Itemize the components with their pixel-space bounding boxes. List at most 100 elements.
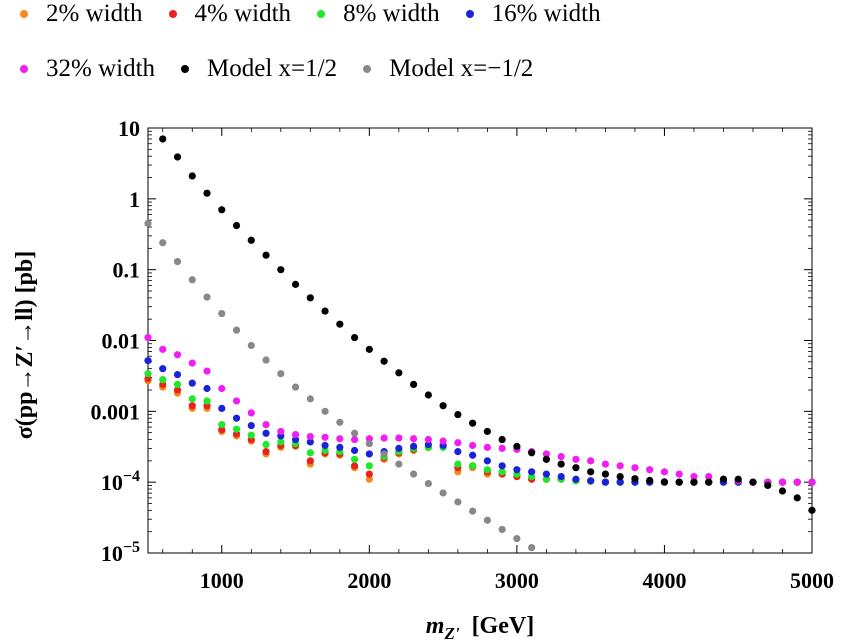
x-axis-ticks: 1000 2000 3000 4000 5000 (200, 128, 834, 593)
data-point-series-6 (173, 257, 182, 266)
data-point-series-4 (439, 437, 447, 445)
data-point-series-2 (232, 425, 241, 433)
data-point-series-4 (173, 351, 182, 359)
data-point-series-4 (247, 409, 255, 417)
data-point-series-6 (528, 544, 536, 552)
data-point-series-5 (601, 470, 610, 478)
data-point-series-1 (188, 402, 196, 410)
data-point-series-2 (454, 460, 462, 468)
x-tick-label: 1000 (200, 568, 244, 593)
data-point-series-3 (262, 429, 270, 437)
y-tick-label: 10−5 (101, 539, 140, 566)
x-tick-label: 5000 (790, 568, 834, 593)
data-point-series-4 (380, 434, 388, 442)
data-point-series-2 (350, 455, 359, 463)
data-point-series-4 (159, 345, 167, 353)
data-point-series-3 (232, 414, 241, 422)
y-axis-label: σ(pp→Z′→ll) [pb] (12, 251, 38, 440)
data-point-series-1 (218, 426, 226, 434)
data-point-series-2 (306, 449, 314, 457)
data-point-series-3 (572, 475, 580, 483)
x-axis-label: mZ' [GeV] (426, 613, 534, 640)
data-point-series-5 (646, 476, 654, 484)
data-point-series-5 (631, 475, 639, 483)
data-point-series-6 (321, 407, 329, 415)
data-point-series-4 (808, 478, 816, 486)
legend-marker-model-minus (363, 65, 372, 73)
data-point-series-3 (395, 444, 403, 452)
data-point-series-6 (247, 341, 255, 350)
data-point-series-3 (336, 443, 344, 451)
data-point-series-5 (719, 475, 728, 483)
data-point-series-3 (454, 448, 462, 456)
data-point-series-5 (188, 172, 196, 180)
data-point-series-3 (410, 442, 418, 450)
legend-item-model-plus: Model x=1/2 (181, 55, 337, 83)
data-point-series-4 (616, 462, 624, 470)
data-point-series-4 (321, 433, 329, 441)
legend-label-4pct: 4% width (194, 0, 292, 27)
legend-marker-2pct (20, 10, 28, 18)
data-point-series-5 (542, 455, 551, 463)
legend-label-16pct: 16% width (491, 0, 601, 27)
data-point-series-1 (306, 457, 314, 465)
data-point-series-5 (690, 478, 698, 486)
legend-item-16pct: 16% width (465, 0, 601, 28)
data-point-series-3 (424, 440, 432, 449)
legend-row-1: 2% width 4% width 8% width 16% width (20, 0, 627, 28)
data-point-series-5 (705, 478, 713, 486)
legend-label-model-plus: Model x=1/2 (207, 55, 338, 82)
data-point-series-5 (218, 206, 226, 214)
data-point-series-3 (218, 404, 226, 413)
data-point-series-3 (513, 466, 521, 474)
x-tick-label: 4000 (642, 568, 686, 593)
data-point-series-6 (454, 498, 462, 506)
data-point-series-6 (203, 293, 211, 301)
data-point-series-4 (144, 333, 152, 342)
x-tick-label: 2000 (347, 568, 391, 593)
data-point-series-4 (203, 367, 211, 375)
data-point-series-6 (513, 534, 521, 543)
data-point-series-5 (439, 402, 447, 410)
data-point-series-3 (203, 384, 211, 393)
data-point-series-2 (247, 431, 255, 439)
data-point-series-3 (542, 470, 551, 478)
minor-ticks (148, 128, 812, 553)
data-point-series-5 (350, 333, 359, 342)
legend-item-2pct: 2% width (20, 0, 143, 28)
data-point-series-5 (306, 294, 314, 302)
data-point-series-6 (410, 470, 418, 478)
data-point-series-5 (262, 251, 270, 259)
legend-item-32pct: 32% width (20, 55, 155, 83)
data-point-series-4 (424, 435, 432, 444)
data-point-series-5 (764, 481, 772, 490)
data-point-series-3 (365, 450, 373, 458)
data-point-series-4 (306, 432, 314, 441)
data-point-series-6 (469, 507, 477, 515)
data-point-series-4 (232, 397, 241, 405)
data-point-series-2 (277, 438, 285, 446)
data-point-series-4 (454, 439, 462, 447)
data-point-series-5 (247, 236, 255, 244)
data-point-series-2 (159, 376, 167, 384)
data-point-series-4 (542, 450, 551, 458)
data-point-series-6 (365, 440, 373, 448)
data-point-series-3 (587, 477, 595, 485)
data-point-series-5 (660, 478, 669, 486)
data-point-series-4 (469, 441, 477, 450)
legend-label-32pct: 32% width (46, 55, 156, 82)
data-point-series-4 (631, 464, 639, 472)
data-point-series-6 (232, 326, 241, 334)
data-point-series-6 (306, 395, 314, 403)
data-point-series-4 (291, 430, 300, 439)
data-point-series-6 (483, 516, 491, 524)
data-point-series-5 (203, 189, 211, 197)
data-point-series-4 (660, 468, 669, 476)
data-point-series-4 (587, 457, 595, 465)
data-point-series-5 (291, 280, 300, 288)
data-point-series-5 (513, 442, 521, 450)
plot-frame (147, 127, 813, 554)
data-point-series-5 (734, 475, 742, 483)
y-tick-label: 0.01 (102, 329, 141, 354)
